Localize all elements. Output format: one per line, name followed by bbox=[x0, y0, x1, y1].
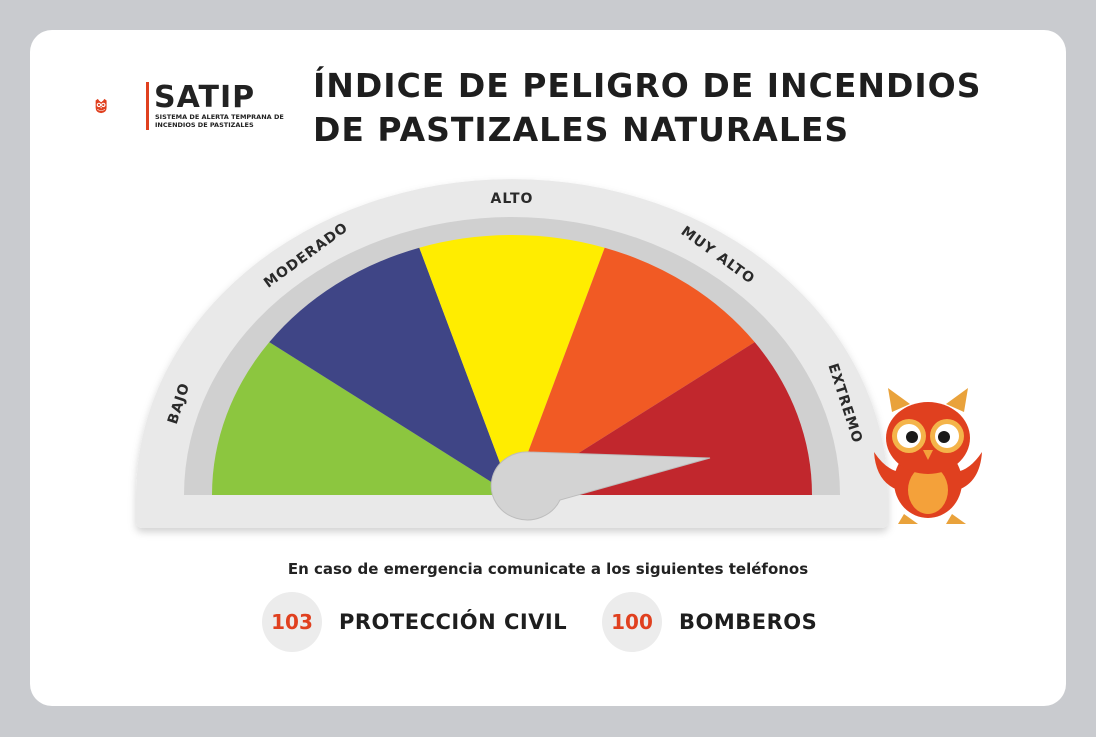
gauge-segment-moderado bbox=[269, 247, 512, 495]
gauge-label-alto: ALTO bbox=[491, 191, 534, 207]
gauge-segment-alto bbox=[419, 235, 605, 496]
contact-label-proteccion-civil: PROTECCIÓN CIVIL bbox=[339, 610, 568, 634]
phone-number-bomberos[interactable]: 100 bbox=[602, 592, 662, 652]
gauge-segment-bajo bbox=[212, 342, 512, 495]
logo-divider bbox=[146, 82, 149, 130]
title-line-1: ÍNDICE DE PELIGRO DE INCENDIOS bbox=[313, 66, 982, 105]
logo-name: SATIP bbox=[154, 80, 256, 115]
page-title: ÍNDICE DE PELIGRO DE INCENDIOS DE PASTIZ… bbox=[313, 64, 1033, 152]
contact-label-bomberos: BOMBEROS bbox=[679, 610, 818, 634]
gauge-segment-muy-alto bbox=[512, 247, 755, 495]
phone-number-proteccion-civil[interactable]: 103 bbox=[262, 592, 322, 652]
emergency-text: En caso de emergencia comunicate a los s… bbox=[287, 560, 809, 578]
owl-mascot-icon bbox=[874, 388, 982, 524]
satip-owl-logo-icon bbox=[95, 98, 107, 114]
title-line-2: DE PASTIZALES NATURALES bbox=[313, 110, 850, 149]
gauge-needle bbox=[490, 451, 711, 521]
logo-subtitle: SISTEMA DE ALERTA TEMPRANA DE INCENDIOS … bbox=[155, 113, 284, 129]
